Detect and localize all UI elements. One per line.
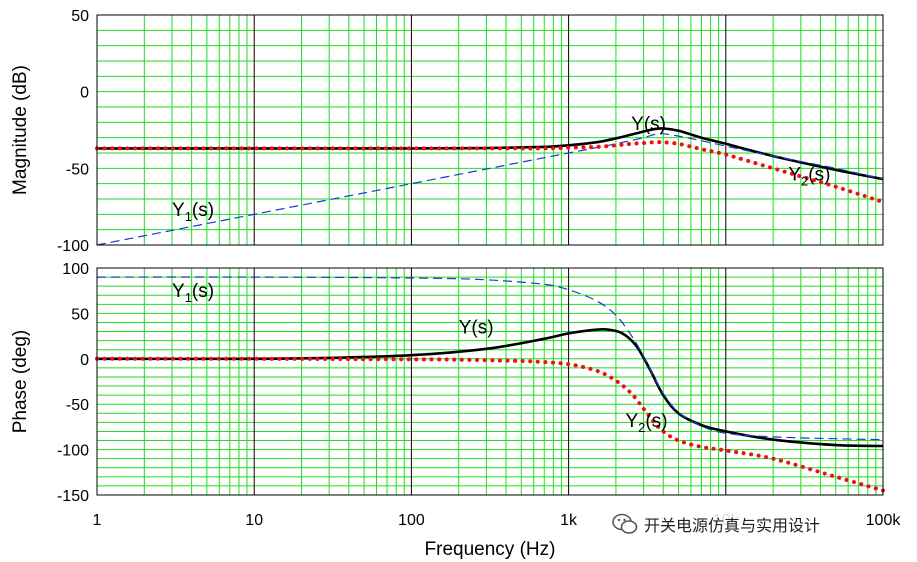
phase-y-ticks: 100 50 0 -50 -100 -150 — [57, 261, 89, 505]
y-tick-label: -50 — [66, 161, 89, 178]
curve-label: Y1(s) — [172, 281, 214, 305]
x-tick-label: 1 — [93, 512, 102, 529]
y-tick-label: -50 — [66, 397, 89, 414]
series-line-ys-solid — [97, 127, 884, 181]
series-line-y2s-dotted — [95, 356, 885, 493]
y-tick-label: 100 — [62, 261, 89, 278]
series-line-y2s-dotted — [95, 140, 885, 205]
curve-label: Y2(s) — [625, 411, 667, 435]
series-line-y1s-dashed — [96, 276, 884, 441]
phase-y-axis-label: Phase (deg) — [10, 330, 31, 434]
y-tick-label: 0 — [80, 352, 89, 369]
y-tick-label: -100 — [57, 443, 89, 460]
magnitude-plot-frame — [96, 14, 884, 246]
magnitude-grid — [97, 14, 883, 246]
magnitude-y-axis-label: Magnitude (dB) — [10, 65, 31, 195]
wechat-logo-icon — [612, 513, 638, 534]
watermark-text: 开关电源仿真与实用设计 — [644, 516, 821, 535]
y-tick-label: -150 — [57, 488, 89, 505]
watermark: 开关电源仿真与实用设计 — [612, 510, 821, 538]
curve-label: Y1(s) — [172, 200, 214, 224]
phase-annotations: Y1(s) Y(s) Y2(s) — [172, 281, 668, 435]
y-tick-label: 50 — [71, 8, 89, 25]
curve-label: Y2(s) — [788, 165, 830, 189]
x-tick-label: 1k — [560, 512, 578, 529]
magnitude-series — [95, 127, 885, 246]
magnitude-panel: 50 0 -50 -100 Y(s) Y1(s) Y2(s) Magnitude (dB) — [10, 8, 885, 255]
y-tick-label: 50 — [71, 306, 89, 323]
phase-series — [95, 276, 885, 493]
y-tick-label: 0 — [80, 85, 89, 102]
curve-label: Y(s) — [631, 114, 666, 135]
magnitude-y-ticks: 50 0 -50 -100 — [57, 8, 89, 255]
series-line-ys-solid — [96, 327, 884, 448]
x-tick-label: 100 — [398, 512, 425, 529]
phase-plot-frame — [96, 267, 884, 496]
curve-label: Y(s) — [459, 317, 494, 338]
y-tick-label: -100 — [57, 238, 89, 255]
phase-grid — [97, 267, 883, 496]
series-line-y1s-dashed — [96, 133, 884, 246]
magnitude-annotations: Y(s) Y1(s) Y2(s) — [172, 114, 830, 224]
x-tick-label: 10 — [245, 512, 263, 529]
x-tick-label: 100k — [866, 512, 902, 529]
frequency-x-axis-label: Frequency (Hz) — [425, 539, 556, 560]
